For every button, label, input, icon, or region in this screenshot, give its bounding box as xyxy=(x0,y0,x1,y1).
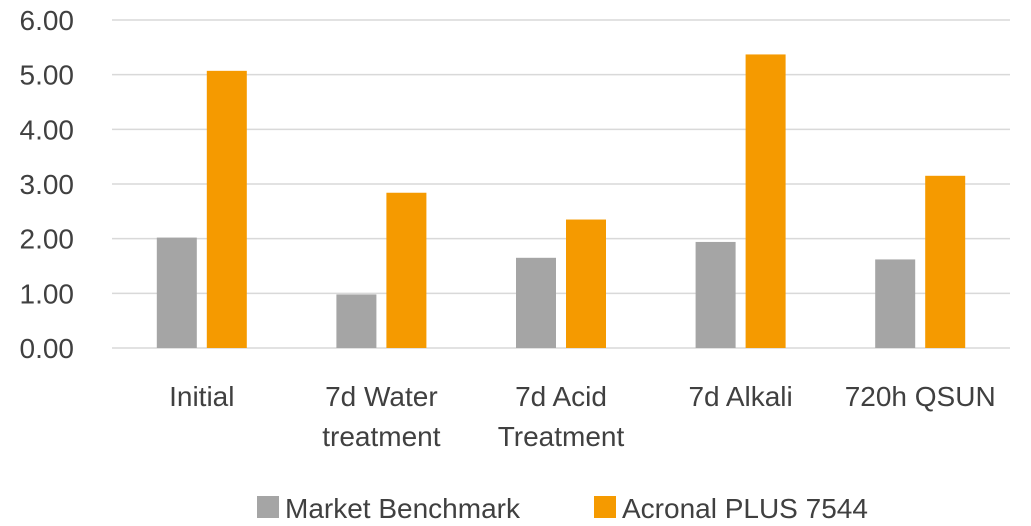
x-tick-label: Initial xyxy=(169,381,234,412)
y-tick-label: 2.00 xyxy=(20,224,75,255)
legend-swatch xyxy=(594,496,616,518)
bar-market-benchmark-2 xyxy=(516,257,556,348)
bar-acronal-plus-7544-3 xyxy=(745,54,786,348)
x-tick-label: 7d Acid xyxy=(515,381,607,412)
y-axis: 0.00 1.00 2.00 3.00 4.00 5.00 6.00 xyxy=(20,5,75,364)
y-tick-label: 1.00 xyxy=(20,278,75,309)
x-tick-label: 7d Water xyxy=(325,381,438,412)
bar-market-benchmark-3 xyxy=(695,241,736,348)
legend-label: Market Benchmark xyxy=(285,493,521,524)
x-tick-label: 720h QSUN xyxy=(845,381,996,412)
bar-market-benchmark-4 xyxy=(875,259,916,348)
x-tick-label: 7d Alkali xyxy=(688,381,792,412)
y-tick-label: 3.00 xyxy=(20,169,75,200)
y-tick-label: 4.00 xyxy=(20,114,75,145)
legend: Market Benchmark Acronal PLUS 7544 xyxy=(257,493,868,524)
y-tick-label: 0.00 xyxy=(20,333,75,364)
bar-acronal-plus-7544-4 xyxy=(925,175,966,348)
y-tick-label: 6.00 xyxy=(20,5,75,36)
y-tick-label: 5.00 xyxy=(20,60,75,91)
bar-acronal-plus-7544-2 xyxy=(566,219,606,348)
legend-label: Acronal PLUS 7544 xyxy=(622,493,868,524)
bars xyxy=(156,54,966,348)
legend-swatch xyxy=(257,496,279,518)
bar-market-benchmark-1 xyxy=(336,294,377,348)
bar-acronal-plus-7544-1 xyxy=(386,192,427,348)
bar-market-benchmark-0 xyxy=(156,237,197,348)
x-tick-label: Treatment xyxy=(498,421,625,452)
bar-acronal-plus-7544-0 xyxy=(206,70,247,348)
x-axis: Initial 7d Water treatment 7d Acid Treatment… xyxy=(169,381,996,452)
x-tick-label: treatment xyxy=(322,421,440,452)
gridlines xyxy=(112,19,1010,349)
